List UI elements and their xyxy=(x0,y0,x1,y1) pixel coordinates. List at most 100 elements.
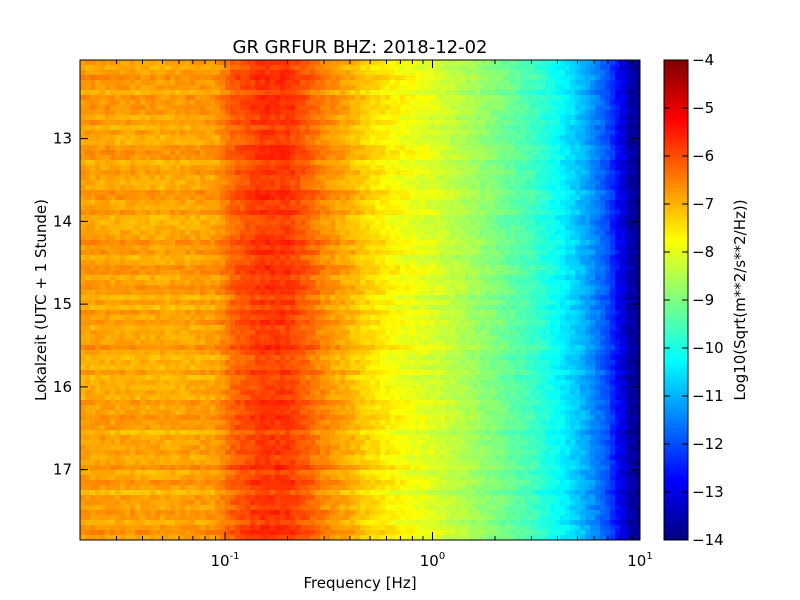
heatmap-cell xyxy=(140,345,146,351)
heatmap-cell xyxy=(270,490,276,496)
heatmap-cell xyxy=(105,150,111,156)
heatmap-cell xyxy=(85,185,91,191)
heatmap-cell xyxy=(245,405,251,411)
heatmap-cell xyxy=(235,335,241,341)
heatmap-cell xyxy=(240,140,246,146)
heatmap-cell xyxy=(165,525,171,531)
heatmap-cell xyxy=(80,480,86,486)
heatmap-cell xyxy=(190,405,196,411)
heatmap-cell xyxy=(90,105,96,111)
heatmap-cell xyxy=(185,75,191,81)
heatmap-cell xyxy=(285,285,291,291)
heatmap-cell xyxy=(200,255,206,261)
heatmap-cell xyxy=(190,85,196,91)
heatmap-cell xyxy=(300,315,306,321)
heatmap-cell xyxy=(235,465,241,471)
heatmap-cell xyxy=(305,185,311,191)
heatmap-cell xyxy=(250,175,256,181)
heatmap-cell xyxy=(300,485,306,491)
heatmap-cell xyxy=(80,280,86,286)
heatmap-cell xyxy=(280,400,286,406)
heatmap-cell xyxy=(245,95,251,101)
heatmap-cell xyxy=(310,210,316,216)
heatmap-cell xyxy=(300,155,306,161)
heatmap-cell xyxy=(125,390,131,396)
heatmap-cell xyxy=(135,400,141,406)
heatmap-cell xyxy=(160,350,166,356)
heatmap-cell xyxy=(130,175,136,181)
heatmap-cell xyxy=(230,135,236,141)
heatmap-cell xyxy=(315,165,321,171)
heatmap-cell xyxy=(295,470,301,476)
heatmap-cell xyxy=(275,140,281,146)
heatmap-cell xyxy=(290,370,296,376)
heatmap-cell xyxy=(250,440,256,446)
heatmap-cell xyxy=(155,140,161,146)
heatmap-cell xyxy=(300,130,306,136)
heatmap-cell xyxy=(140,525,146,531)
heatmap-cell xyxy=(180,425,186,431)
heatmap-cell xyxy=(315,500,321,506)
heatmap-cell xyxy=(310,485,316,491)
heatmap-cell xyxy=(180,175,186,181)
heatmap-cell xyxy=(160,525,166,531)
heatmap-cell xyxy=(280,390,286,396)
heatmap-cell xyxy=(295,190,301,196)
heatmap-cell xyxy=(85,105,91,111)
heatmap-cell xyxy=(260,465,266,471)
heatmap-cell xyxy=(205,335,211,341)
heatmap-cell xyxy=(130,80,136,86)
heatmap-cell xyxy=(255,190,261,196)
heatmap-cell xyxy=(265,385,271,391)
heatmap-cell xyxy=(250,235,256,241)
heatmap-cell xyxy=(165,180,171,186)
heatmap-cell xyxy=(80,155,86,161)
heatmap-cell xyxy=(185,165,191,171)
heatmap-cell xyxy=(120,200,126,206)
heatmap-cell xyxy=(220,80,226,86)
heatmap-cell xyxy=(170,320,176,326)
heatmap-cell xyxy=(145,445,151,451)
heatmap-cell xyxy=(200,520,206,526)
heatmap-cell xyxy=(295,375,301,381)
heatmap-cell xyxy=(205,180,211,186)
heatmap-cell xyxy=(245,445,251,451)
heatmap-cell xyxy=(115,245,121,251)
heatmap-cell xyxy=(140,400,146,406)
heatmap-cell xyxy=(250,355,256,361)
heatmap-cell xyxy=(130,135,136,141)
heatmap-cell xyxy=(140,335,146,341)
heatmap-cell xyxy=(220,230,226,236)
heatmap-cell xyxy=(310,130,316,136)
heatmap-cell xyxy=(95,85,101,91)
heatmap-cell xyxy=(205,500,211,506)
heatmap-cell xyxy=(120,235,126,241)
heatmap-cell xyxy=(320,305,326,311)
heatmap-cell xyxy=(235,210,241,216)
heatmap-cell xyxy=(80,150,86,156)
heatmap-cell xyxy=(90,415,96,421)
heatmap-cell xyxy=(170,165,176,171)
heatmap-cell xyxy=(130,295,136,301)
heatmap-cell xyxy=(335,430,341,436)
heatmap-cell xyxy=(85,520,91,526)
heatmap-cell xyxy=(130,470,136,476)
heatmap-cell xyxy=(310,270,316,276)
heatmap-cell xyxy=(270,150,276,156)
heatmap-cell xyxy=(80,215,86,221)
heatmap-cell xyxy=(325,65,331,71)
heatmap-cell xyxy=(205,265,211,271)
heatmap-cell xyxy=(280,195,286,201)
heatmap-cell xyxy=(135,200,141,206)
heatmap-cell xyxy=(80,170,86,176)
heatmap-cell xyxy=(100,205,106,211)
heatmap-cell xyxy=(170,430,176,436)
heatmap-cell xyxy=(325,195,331,201)
heatmap-cell xyxy=(210,420,216,426)
heatmap-cell xyxy=(330,315,336,321)
heatmap-cell xyxy=(330,465,336,471)
heatmap-cell xyxy=(280,320,286,326)
heatmap-cell xyxy=(135,355,141,361)
heatmap-cell xyxy=(280,215,286,221)
heatmap-cell xyxy=(85,135,91,141)
